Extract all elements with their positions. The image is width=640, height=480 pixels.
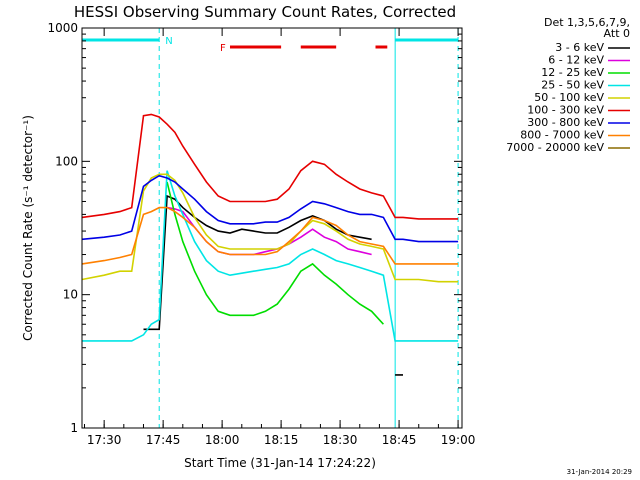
legend-label: 6 - 12 keV [548, 54, 604, 67]
y-tick-label: 100 [55, 154, 78, 168]
legend-label: 300 - 800 keV [527, 116, 604, 129]
x-tick-label: 18:00 [205, 433, 240, 447]
night-label: N [165, 36, 172, 47]
x-tick-label: 17:30 [87, 433, 122, 447]
y-tick-label: 1 [70, 421, 78, 435]
legend-label: 25 - 50 keV [541, 79, 604, 92]
flare-label: F [220, 43, 226, 54]
generation-timestamp: 31-Jan-2014 20:29 [567, 468, 632, 476]
series-line-25-50-kev [82, 170, 459, 342]
legend-header-line-2: Att 0 [604, 27, 630, 40]
x-tick-label: 19:00 [441, 433, 476, 447]
legend-label: 3 - 6 keV [555, 41, 604, 54]
legend-label: 100 - 300 keV [527, 104, 604, 117]
y-axis-label: Corrected Count Rate (s⁻¹ detector⁻¹) [21, 115, 35, 341]
series-line-50-100-kev [81, 173, 459, 283]
series-line-300-800-kev [81, 174, 459, 243]
chart-title: HESSI Observing Summary Count Rates, Cor… [74, 3, 456, 21]
observing-markers: NF [82, 28, 459, 428]
y-tick-label: 10 [63, 288, 78, 302]
legend-label: 50 - 100 keV [534, 91, 604, 104]
series-line-100-300-kev [81, 113, 459, 220]
plot-frame [81, 27, 463, 429]
legend-header-line-1: Det 1,3,5,6,7,9, [544, 16, 630, 29]
x-tick-label: 18:45 [382, 433, 417, 447]
legend-label: 800 - 7000 keV [520, 129, 604, 142]
x-tick-label: 18:15 [264, 433, 299, 447]
x-axis-label: Start Time (31-Jan-14 17:24:22) [184, 456, 376, 470]
series-lines [81, 113, 459, 376]
series-line-12-25-kev [166, 181, 384, 325]
x-tick-label: 17:45 [146, 433, 181, 447]
y-tick-label: 1000 [47, 21, 78, 35]
legend-label: 7000 - 20000 keV [506, 141, 604, 154]
legend-label: 12 - 25 keV [541, 66, 604, 79]
series-line-800-7000-kev [81, 206, 459, 265]
axes: 1 10 100 1000 17:30 17:45 18:00 18:15 18:30 18:45… [47, 21, 475, 447]
x-tick-label: 18:30 [323, 433, 358, 447]
